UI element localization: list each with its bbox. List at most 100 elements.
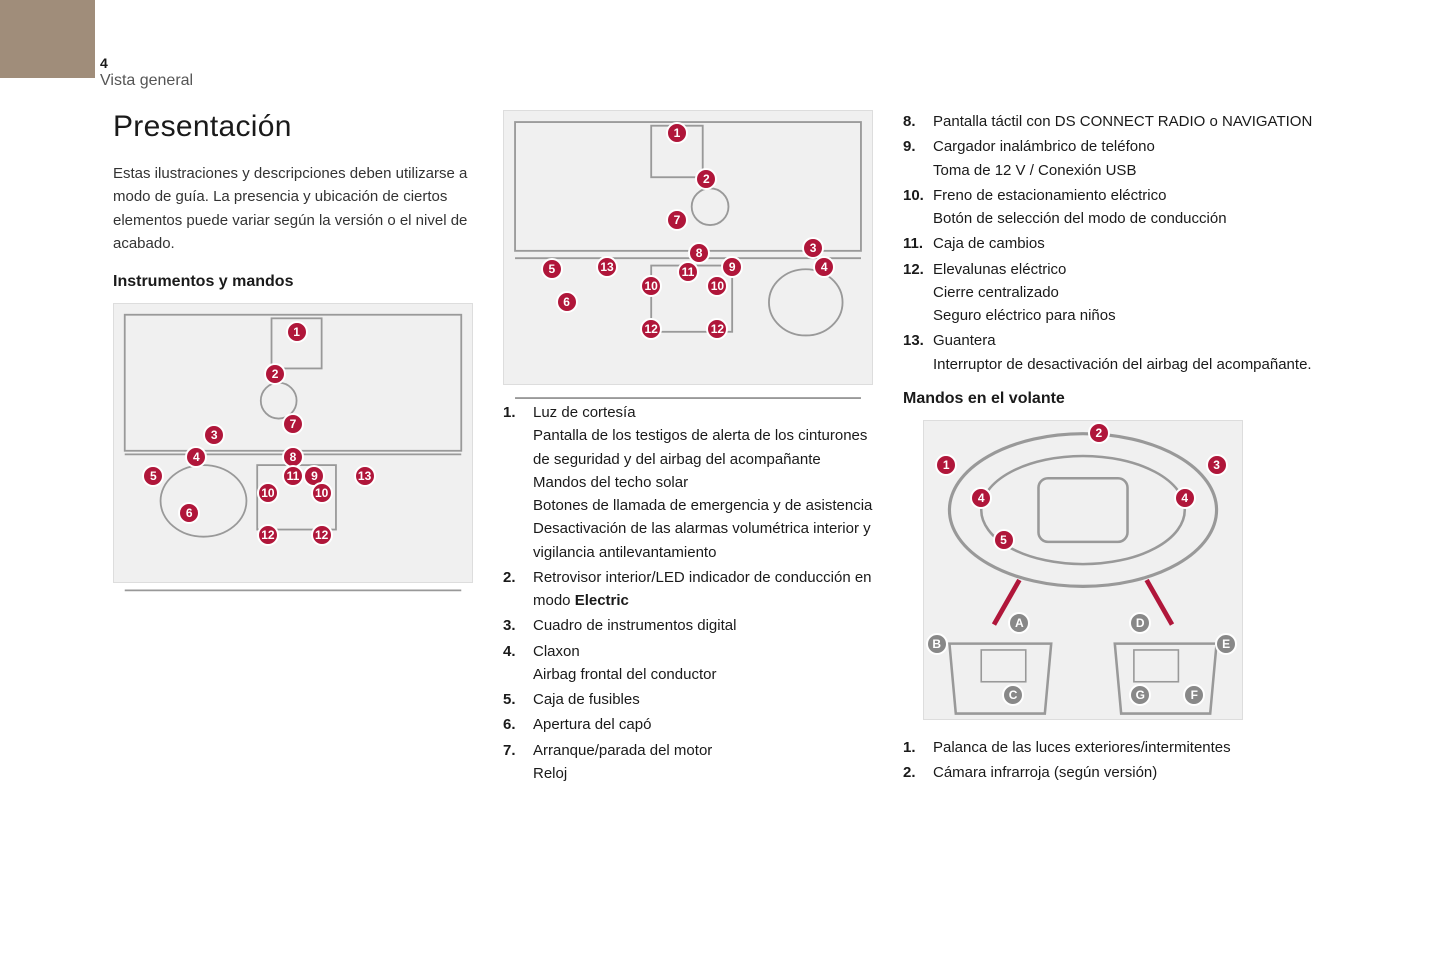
callout-marker: 9 (721, 256, 743, 278)
callout-marker: 4 (813, 256, 835, 278)
callout-marker: 4 (970, 487, 992, 509)
list-item-number: 5. (503, 688, 533, 711)
list-item-text: Retrovisor interior/LED indicador de con… (533, 566, 873, 613)
list-item: 3.Cuadro de instrumentos digital (503, 614, 873, 637)
callout-marker: B (926, 633, 948, 655)
callout-marker: G (1129, 684, 1151, 706)
callout-marker: 7 (666, 209, 688, 231)
callout-marker: 3 (1206, 454, 1228, 476)
column-1: Presentación Estas ilustraciones y descr… (113, 110, 473, 787)
list-item-number: 8. (903, 110, 933, 133)
callout-marker: 12 (257, 524, 279, 546)
callout-marker: 12 (311, 524, 333, 546)
callout-marker: 5 (142, 465, 164, 487)
callout-marker: E (1215, 633, 1237, 655)
list-item-number: 12. (903, 258, 933, 328)
list-item-text: Cámara infrarroja (según versión) (933, 761, 1393, 784)
list-item-number: 7. (503, 739, 533, 786)
list-item: 9.Cargador inalámbrico de teléfonoToma d… (903, 135, 1393, 182)
diagram-dashboard-right: 123456789101011121213 (503, 110, 873, 385)
page-title: Presentación (113, 110, 473, 144)
column-2: 123456789101011121213 1.Luz de cortesíaP… (503, 110, 873, 787)
callout-marker: 4 (1174, 487, 1196, 509)
list-item-number: 4. (503, 640, 533, 687)
list-item-text: Freno de estacionamiento eléctricoBotón … (933, 184, 1393, 231)
callout-marker: 10 (706, 275, 728, 297)
callout-marker: 10 (311, 482, 333, 504)
callout-marker: 3 (203, 424, 225, 446)
list-item: 12.Elevalunas eléctricoCierre centraliza… (903, 258, 1393, 328)
callout-marker: 11 (282, 465, 304, 487)
list-item-text: Caja de cambios (933, 232, 1393, 255)
list-item-text: Palanca de las luces exteriores/intermit… (933, 736, 1393, 759)
list-item-number: 1. (903, 736, 933, 759)
list-item-number: 2. (903, 761, 933, 784)
list-item: 8.Pantalla táctil con DS CONNECT RADIO o… (903, 110, 1393, 133)
callout-marker: A (1008, 612, 1030, 634)
list-item: 7.Arranque/parada del motorReloj (503, 739, 873, 786)
page-tab (0, 0, 95, 78)
diagram-dashboard-left: 123456789101011121213 (113, 303, 473, 583)
callout-marker: 6 (178, 502, 200, 524)
list-item: 5.Caja de fusibles (503, 688, 873, 711)
list-item-text: GuanteraInterruptor de desactivación del… (933, 329, 1393, 376)
list-item-number: 10. (903, 184, 933, 231)
list-item-text: Apertura del capó (533, 713, 873, 736)
list-column-3-top: 8.Pantalla táctil con DS CONNECT RADIO o… (903, 110, 1393, 376)
list-item: 2.Retrovisor interior/LED indicador de c… (503, 566, 873, 613)
callout-marker: 13 (596, 256, 618, 278)
callout-marker: 7 (282, 413, 304, 435)
callout-marker: 2 (264, 363, 286, 385)
list-item-text: Luz de cortesíaPantalla de los testigos … (533, 401, 873, 564)
list-item-number: 2. (503, 566, 533, 613)
callout-marker: D (1129, 612, 1151, 634)
callout-marker: 10 (640, 275, 662, 297)
callout-marker: 13 (354, 465, 376, 487)
callout-marker: F (1183, 684, 1205, 706)
list-item: 13.GuanteraInterruptor de desactivación … (903, 329, 1393, 376)
list-item-number: 1. (503, 401, 533, 564)
list-item-number: 6. (503, 713, 533, 736)
list-item-number: 9. (903, 135, 933, 182)
list-item-text: ClaxonAirbag frontal del conductor (533, 640, 873, 687)
list-item: 4.ClaxonAirbag frontal del conductor (503, 640, 873, 687)
diagram-steering-wheel: 123445ABCDEFG (923, 420, 1243, 720)
list-column-2: 1.Luz de cortesíaPantalla de los testigo… (503, 401, 873, 785)
list-column-3-bottom: 1.Palanca de las luces exteriores/interm… (903, 736, 1393, 785)
callout-marker: 1 (666, 122, 688, 144)
callout-marker: 5 (541, 258, 563, 280)
callout-marker: 10 (257, 482, 279, 504)
list-item: 11.Caja de cambios (903, 232, 1393, 255)
column-3: 8.Pantalla táctil con DS CONNECT RADIO o… (903, 110, 1393, 787)
callout-marker: 12 (640, 318, 662, 340)
list-item-number: 13. (903, 329, 933, 376)
callout-marker: 11 (677, 261, 699, 283)
callout-marker: 6 (556, 291, 578, 313)
list-item-text: Cargador inalámbrico de teléfonoToma de … (933, 135, 1393, 182)
callout-marker: 2 (1088, 422, 1110, 444)
list-item-text: Cuadro de instrumentos digital (533, 614, 873, 637)
list-item: 1.Luz de cortesíaPantalla de los testigo… (503, 401, 873, 564)
intro-text: Estas ilustraciones y descripciones debe… (113, 162, 473, 255)
callout-marker: 12 (706, 318, 728, 340)
callout-marker: 2 (695, 168, 717, 190)
section-label: Vista general (100, 72, 193, 90)
list-item-number: 11. (903, 232, 933, 255)
list-item: 1.Palanca de las luces exteriores/interm… (903, 736, 1393, 759)
callout-marker: C (1002, 684, 1024, 706)
list-item: 10.Freno de estacionamiento eléctricoBot… (903, 184, 1393, 231)
list-item-text: Pantalla táctil con DS CONNECT RADIO o N… (933, 110, 1393, 133)
list-item-text: Arranque/parada del motorReloj (533, 739, 873, 786)
subheading-instruments: Instrumentos y mandos (113, 273, 473, 291)
page-number: 4 (100, 55, 108, 71)
subheading-steering: Mandos en el volante (903, 390, 1393, 408)
list-item-text: Elevalunas eléctricoCierre centralizadoS… (933, 258, 1393, 328)
callout-marker: 4 (185, 446, 207, 468)
list-item-number: 3. (503, 614, 533, 637)
list-item: 6.Apertura del capó (503, 713, 873, 736)
list-item-text: Caja de fusibles (533, 688, 873, 711)
callout-marker: 1 (935, 454, 957, 476)
callout-marker: 1 (286, 321, 308, 343)
callout-marker: 5 (993, 529, 1015, 551)
list-item: 2.Cámara infrarroja (según versión) (903, 761, 1393, 784)
